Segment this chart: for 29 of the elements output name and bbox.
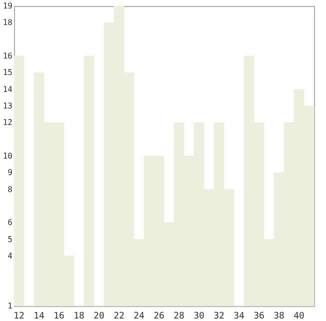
x-tick-label: 18 <box>74 312 84 321</box>
y-tick-label: 10 <box>2 152 13 160</box>
y-tick-label: 19 <box>2 2 13 10</box>
x-tick-label: 32 <box>214 312 224 321</box>
x-tick-label: 30 <box>194 312 204 321</box>
y-tick-label: 4 <box>8 252 13 260</box>
y-tick-label: 8 <box>8 184 13 194</box>
x-tick-label: 36 <box>254 312 264 321</box>
y-tick-label: 1 <box>8 302 13 310</box>
x-tick-label: 34 <box>234 312 244 321</box>
x-tick-label: 22 <box>114 312 124 321</box>
y-tick-label: 5 <box>8 234 13 244</box>
y-tick-label: 16 <box>2 52 13 60</box>
y-tick-label: 14 <box>2 84 13 94</box>
y-tick-label: 18 <box>2 18 13 28</box>
x-tick-label: 40 <box>294 312 304 321</box>
x-tick-label: 24 <box>134 312 144 321</box>
x-tick-label: 14 <box>34 312 44 321</box>
y-tick-label: 9 <box>8 168 13 178</box>
x-tick-label: 38 <box>274 312 284 321</box>
y-tick-label: 13 <box>2 102 13 110</box>
x-tick-label: 16 <box>54 312 64 321</box>
x-tick-label: 12 <box>14 312 24 321</box>
x-tick-label: 26 <box>154 312 164 321</box>
y-tick-label: 12 <box>2 118 13 128</box>
x-tick-label: 20 <box>94 312 104 321</box>
y-tick-label: 15 <box>2 68 13 78</box>
y-tick-label: 6 <box>8 218 13 228</box>
x-tick-label: 28 <box>174 312 184 321</box>
